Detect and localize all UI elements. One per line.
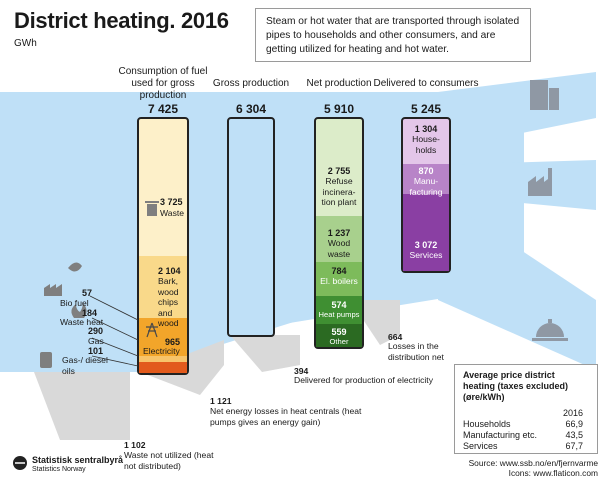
- fuel-wasteheat-value: 184: [82, 308, 98, 318]
- net-heatpump-value: 574: [331, 300, 347, 310]
- column-value-delivered: 5 245: [410, 102, 442, 116]
- loss-distribution-value: 664: [388, 332, 403, 342]
- delivered-services-value: 3 072: [414, 240, 438, 250]
- price-row: Households 66,9: [463, 419, 589, 430]
- delivered-manufacturing-value: 870: [418, 166, 434, 176]
- net-boiler-label: El. boilers: [320, 276, 358, 286]
- flame-icon: [71, 302, 87, 318]
- price-row-name: Manufacturing etc.: [463, 430, 538, 440]
- ssb-logo-sub: Statistics Norway: [32, 466, 86, 473]
- delivered-services-label: Services: [409, 250, 443, 260]
- leader-oils: [91, 355, 139, 367]
- source-text: Source: www.ssb.no/en/fjernvarme: [468, 458, 598, 468]
- fuel-wasteheat-label: Waste heat: [60, 317, 104, 327]
- flow-band-left: [0, 92, 140, 372]
- column-heading-gross: Gross production: [212, 78, 290, 89]
- loss-band-not-utilized: [34, 372, 130, 440]
- fuel-bark-band: [139, 256, 187, 318]
- fuel-oils-label: Gas-/ diesel oils: [62, 355, 108, 376]
- column-heading-net: Net production: [306, 78, 372, 89]
- oil-barrel-icon: [40, 352, 52, 368]
- net-wood-band: [316, 216, 362, 270]
- column-value-net: 5 910: [323, 102, 355, 116]
- net-heatpump-band: [316, 296, 362, 324]
- loss-electricity-value: 394: [294, 366, 309, 376]
- net-wood-value: 1 237: [327, 228, 351, 238]
- price-row-name: Services: [463, 441, 498, 451]
- apartment-building-icon: [530, 80, 559, 110]
- leader-gas: [91, 337, 139, 357]
- price-row-value: 67,7: [565, 441, 583, 451]
- gross-column-frame: [227, 117, 275, 337]
- delivered-households-label: House-holds: [412, 134, 440, 155]
- price-row-value: 43,5: [565, 430, 583, 440]
- service-bell-icon: [532, 319, 568, 341]
- power-pylon-icon: [146, 322, 158, 338]
- page-title: District heating. 2016: [14, 8, 229, 33]
- info-box: Steam or hot water that are transported …: [255, 8, 531, 62]
- net-other-band: [316, 324, 362, 347]
- fuel-gas-band: [139, 356, 187, 362]
- price-box: Average price district heating (taxes ex…: [454, 364, 598, 454]
- fuel-biofuel-value: 57: [82, 288, 93, 298]
- net-heatpump-label: Heat pumps: [318, 310, 360, 319]
- price-year: 2016: [562, 408, 583, 418]
- fuel-bark-label: Bark, wood chips and wood: [158, 276, 179, 328]
- net-boiler-band: [316, 262, 362, 296]
- fuel-biofuel-label: Bio fuel: [60, 298, 89, 308]
- fuel-electricity-label: Electricity: [143, 346, 180, 356]
- column-value-gross: 6 304: [235, 102, 267, 116]
- leader-biofuel: [89, 295, 139, 321]
- price-row-value: 66,9: [565, 419, 583, 429]
- ssb-logo-name: Statistisk sentralbyrå: [32, 455, 124, 465]
- leaf-icon: [68, 262, 82, 272]
- delivered-manufacturing-band: [403, 164, 449, 194]
- loss-net-energy-label: Net energy losses in heat centrals (heat…: [210, 406, 362, 427]
- delivered-services-band: [403, 194, 449, 271]
- loss-distribution-label: Losses in the distribution net: [388, 341, 444, 362]
- loss-electricity-label: Delivered for production of electricity: [294, 375, 433, 385]
- waste-bin-icon: [145, 201, 159, 216]
- fuel-gas-value: 290: [88, 326, 104, 336]
- price-year-row: 2016: [463, 408, 589, 419]
- net-other-label: Other: [329, 337, 349, 346]
- price-row-name: Households: [463, 419, 511, 429]
- ssb-logo-mark: [13, 456, 27, 470]
- net-refuse-label: Refuse incinera-tion plant: [321, 176, 357, 207]
- price-row: Manufacturing etc. 43,5: [463, 430, 589, 441]
- column-heading-fuel: Consumption of fuel used for gross produ…: [118, 66, 208, 101]
- icons-credit: Icons: www.flaticon.com: [508, 468, 598, 478]
- unit-label: GWh: [14, 38, 37, 49]
- column-heading-delivered: Delivered to consumers: [373, 78, 479, 89]
- net-boiler-value: 784: [331, 266, 347, 276]
- fuel-oils-value: 101: [88, 346, 104, 356]
- fuel-gas-label: Gas: [88, 336, 104, 346]
- fuel-waste-label: Waste: [160, 208, 185, 218]
- factory-icon: [528, 168, 552, 196]
- loss-net-energy-value: 1 121: [210, 396, 232, 406]
- flow-to-manufacturing: [438, 160, 596, 210]
- leader-wasteheat: [91, 317, 139, 341]
- price-box-heading: Average price district heating (taxes ex…: [463, 370, 569, 402]
- net-refuse-value: 2 755: [327, 166, 351, 176]
- loss-band-electricity: [230, 335, 300, 372]
- factory-small-icon: [44, 284, 62, 296]
- fuel-oil-band: [139, 362, 187, 373]
- delivered-households-value: 1 304: [414, 124, 438, 134]
- fuel-bark-value: 2 104: [158, 266, 181, 276]
- fuel-waste-value: 3 725: [160, 197, 183, 207]
- net-other-value: 559: [331, 327, 347, 337]
- net-wood-label: Wood waste: [327, 238, 351, 259]
- delivered-manufacturing-label: Manu-facturing: [409, 176, 443, 197]
- price-row: Services 67,7: [463, 441, 589, 452]
- loss-not-utilized-value: 1 102: [124, 440, 146, 450]
- fuel-electricity-value: 965: [165, 337, 181, 347]
- column-value-fuel: 7 425: [147, 102, 179, 116]
- loss-not-utilized-label: Waste not utilized (heat not distributed…: [124, 450, 214, 471]
